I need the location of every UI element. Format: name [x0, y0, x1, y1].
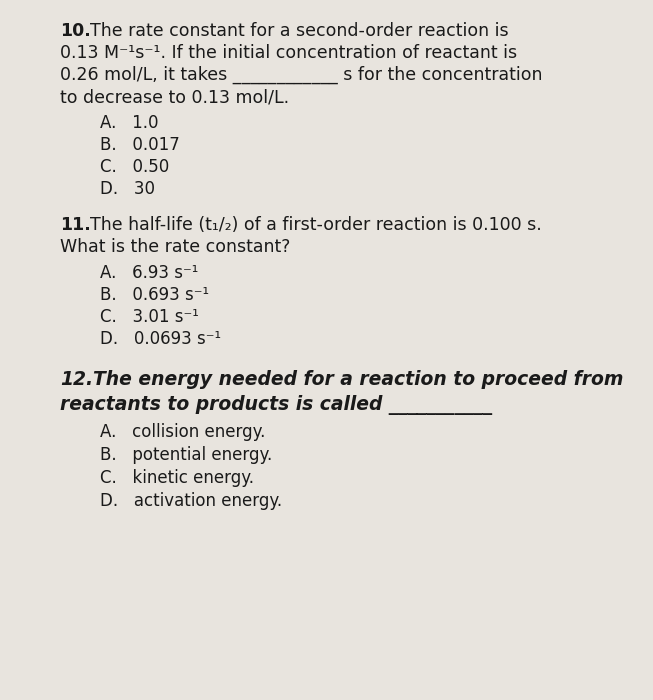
Text: D.   30: D. 30 — [100, 180, 155, 198]
Text: The half-life (t₁/₂) of a first-order reaction is 0.100 s.: The half-life (t₁/₂) of a first-order re… — [90, 216, 542, 234]
Text: A.   6.93 s⁻¹: A. 6.93 s⁻¹ — [100, 264, 199, 282]
Text: C.   kinetic energy.: C. kinetic energy. — [100, 469, 254, 487]
Text: B.   0.693 s⁻¹: B. 0.693 s⁻¹ — [100, 286, 209, 304]
Text: What is the rate constant?: What is the rate constant? — [60, 238, 291, 256]
Text: 12.: 12. — [60, 370, 93, 389]
Text: C.   3.01 s⁻¹: C. 3.01 s⁻¹ — [100, 308, 199, 326]
Text: The energy needed for a reaction to proceed from: The energy needed for a reaction to proc… — [93, 370, 624, 389]
Text: B.   potential energy.: B. potential energy. — [100, 446, 272, 464]
Text: A.   collision energy.: A. collision energy. — [100, 423, 265, 441]
Text: D.   activation energy.: D. activation energy. — [100, 492, 282, 510]
Text: 11.: 11. — [60, 216, 91, 234]
Text: 10.: 10. — [60, 22, 91, 40]
Text: 0.13 M⁻¹s⁻¹. If the initial concentration of reactant is: 0.13 M⁻¹s⁻¹. If the initial concentratio… — [60, 44, 517, 62]
Text: reactants to products is called ___________: reactants to products is called ________… — [60, 395, 492, 415]
Text: to decrease to 0.13 mol/L.: to decrease to 0.13 mol/L. — [60, 88, 289, 106]
Text: A.   1.0: A. 1.0 — [100, 114, 159, 132]
Text: B.   0.017: B. 0.017 — [100, 136, 180, 154]
Text: The rate constant for a second-order reaction is: The rate constant for a second-order rea… — [90, 22, 509, 40]
Text: D.   0.0693 s⁻¹: D. 0.0693 s⁻¹ — [100, 330, 221, 348]
Text: 0.26 mol/L, it takes ____________ s for the concentration: 0.26 mol/L, it takes ____________ s for … — [60, 66, 543, 84]
Text: C.   0.50: C. 0.50 — [100, 158, 169, 176]
